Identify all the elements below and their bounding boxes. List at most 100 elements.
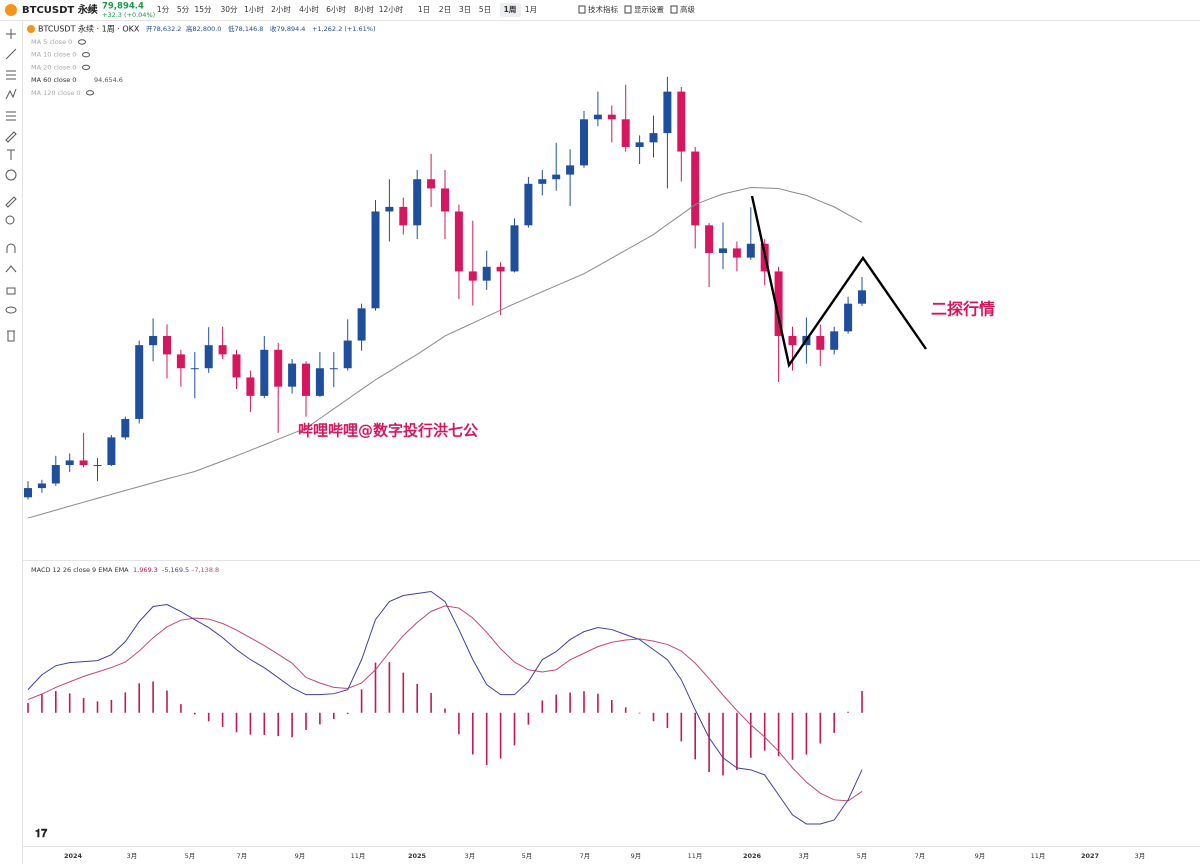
hist-bar [110, 699, 113, 713]
interval[interactable]: 12小时 [379, 4, 404, 14]
hist-bar [652, 712, 655, 722]
pattern-tool[interactable] [5, 88, 17, 100]
left-tools [5, 29, 17, 342]
interval[interactable]: 30分 [220, 5, 238, 14]
hist-bar [166, 690, 168, 713]
macd-pane: MACD 12 26 close 9 EMA EMA 1,969.3 -5,169.… [27, 566, 863, 825]
candle-body [343, 340, 352, 369]
time-label: 3月 [799, 852, 810, 860]
candle-body [719, 248, 727, 253]
last-price: 79,894.4 [102, 2, 144, 12]
interval[interactable]: 3日 [459, 5, 471, 14]
hist-bar [736, 712, 738, 771]
candle-body [732, 248, 741, 258]
candle-body [24, 488, 32, 498]
time-label: 9月 [295, 852, 306, 860]
macd-title: MACD 12 26 close 9 EMA EMA [31, 566, 129, 574]
time-label: 3月 [1135, 852, 1146, 860]
hist-bar [82, 697, 85, 713]
hist-bar [263, 712, 266, 735]
interval[interactable]: 5日 [479, 5, 491, 14]
interval[interactable]: 8小时 [354, 4, 374, 14]
symbol[interactable]: BTCUSDT 永续 [22, 3, 98, 16]
hist-bar [791, 712, 794, 760]
interval[interactable]: 6小时 [326, 4, 346, 14]
candle-body [190, 368, 199, 370]
hist-bar [68, 693, 71, 713]
interval[interactable]: 15分 [194, 5, 212, 14]
ma-name: MA 120 close 0 [31, 89, 81, 97]
candle-body [510, 225, 519, 272]
toolbar-button[interactable]: 显示设置 [634, 4, 664, 14]
macd-value: -5,169.5 [162, 566, 189, 574]
eye-icon[interactable] [82, 64, 90, 71]
candle-body [496, 266, 505, 272]
candle-body [135, 345, 144, 419]
ruler-tool[interactable] [5, 196, 17, 208]
legend: BTCUSDT 永续 · 1周 · OKX 开78,632.2 高82,800.0… [27, 24, 376, 97]
hist-bar [180, 704, 182, 713]
candle-body [468, 271, 477, 281]
interval[interactable]: 1月 [525, 5, 537, 14]
eye-icon[interactable] [78, 39, 86, 45]
channel-tool[interactable] [6, 70, 16, 80]
candle-body [371, 211, 380, 309]
fib-tool[interactable] [6, 111, 16, 121]
hist-bar [55, 691, 57, 713]
line-tool[interactable] [5, 48, 17, 60]
hist-bar [597, 693, 599, 713]
interval[interactable]: 2小时 [271, 4, 291, 14]
hist-bar [694, 712, 696, 760]
candle-body [232, 354, 241, 378]
candle-body [246, 377, 255, 396]
candle-body [649, 133, 658, 143]
active-interval-bg [500, 3, 521, 17]
interval[interactable]: 4小时 [299, 4, 319, 14]
crosshair-tool[interactable] [6, 29, 16, 39]
hist-bar [388, 662, 391, 713]
eye-icon[interactable] [82, 52, 90, 58]
lock-draw-tool[interactable] [5, 265, 17, 273]
hist-bar [249, 712, 252, 735]
candle-body [482, 266, 491, 281]
hist-bar [624, 707, 627, 713]
candle-body [844, 303, 853, 332]
eye-icon[interactable] [86, 90, 94, 96]
macd-line [27, 591, 863, 825]
button-icon [578, 5, 586, 14]
ma60-line [27, 187, 863, 519]
candle-body [302, 363, 310, 396]
time-label: 7月 [237, 852, 248, 860]
hist-bar [430, 692, 432, 713]
hist-bar [805, 712, 808, 755]
brush-tool[interactable] [5, 131, 17, 143]
hist-bar [541, 700, 544, 713]
hist-bar [611, 700, 613, 713]
hist-bar [416, 683, 418, 713]
candle-body [329, 368, 338, 370]
zoom-tool[interactable] [5, 215, 15, 225]
interval[interactable]: 1小时 [244, 4, 264, 14]
toolbar-button[interactable]: 技术指标 [588, 4, 618, 14]
emoji-tool[interactable] [5, 169, 17, 181]
text-tool[interactable] [7, 149, 15, 160]
visibility-tool[interactable] [5, 306, 17, 314]
candle-body [538, 179, 547, 184]
delete-tool[interactable] [7, 330, 15, 342]
interval[interactable]: 1分 [157, 5, 170, 14]
interval[interactable]: 1周 [504, 5, 517, 14]
hist-bar [360, 689, 363, 713]
candle-body [37, 483, 46, 489]
candle-body [705, 225, 714, 253]
interval[interactable]: 2日 [439, 5, 451, 14]
magnet-tool[interactable] [6, 243, 16, 253]
symbol-dropdown[interactable] [85, 7, 93, 12]
interval[interactable]: 5分 [177, 5, 190, 14]
toolbar-button[interactable]: 高级 [680, 4, 695, 14]
hist-bar [277, 712, 279, 737]
interval[interactable]: 1日 [418, 5, 430, 14]
lock-tool[interactable] [6, 287, 16, 295]
hist-bar [750, 712, 752, 758]
